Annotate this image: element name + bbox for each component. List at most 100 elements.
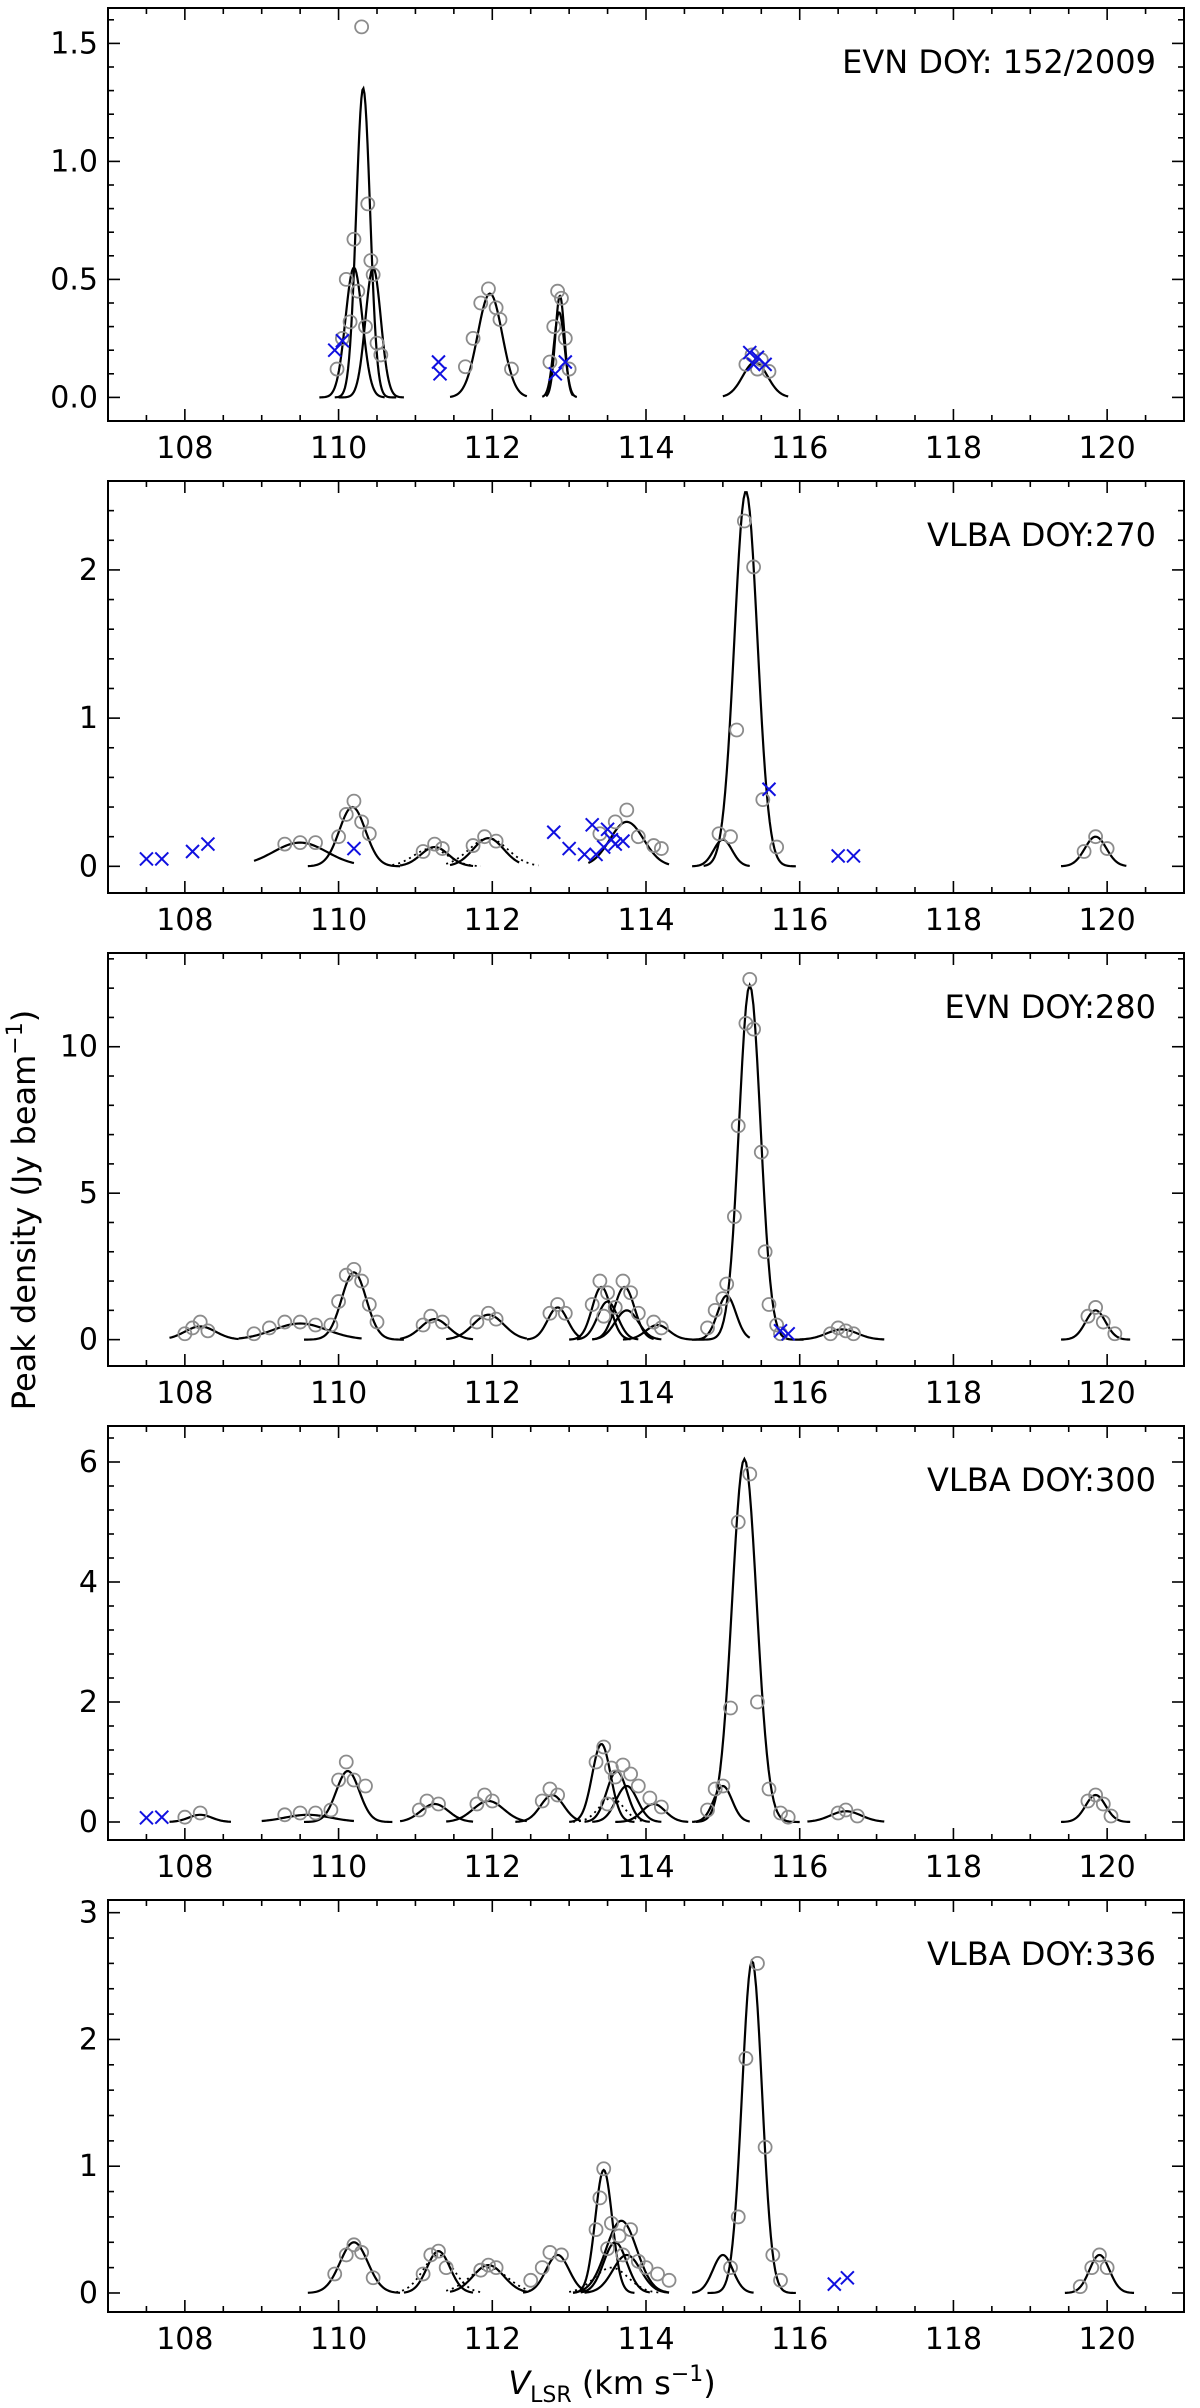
- data-point-circle: [753, 1144, 769, 1160]
- panel-title: VLBA DOY:336: [927, 1935, 1156, 1973]
- data-point-circle: [346, 231, 362, 247]
- data-point-circle: [761, 1297, 777, 1312]
- data-point-cross: [154, 1809, 170, 1825]
- gaussian-fit-line: [807, 1810, 885, 1823]
- data-point-circle: [411, 1802, 427, 1818]
- data-point-circle: [607, 1769, 623, 1785]
- data-point-circle: [246, 1326, 262, 1342]
- data-point-circle: [329, 361, 345, 377]
- panel-5: 108 110 112 114 116 118 120 0 1 2 3 VLBA DOY:336: [79, 1896, 1185, 2357]
- data-point-circle: [550, 1787, 566, 1803]
- x-tick-label: 118: [925, 1850, 982, 1885]
- data-point-circle: [415, 1317, 431, 1333]
- data-point-circle: [1080, 1793, 1096, 1809]
- data-point-circle: [469, 1796, 485, 1812]
- data-point-circle: [746, 559, 761, 575]
- x-tick-label: 110: [310, 2322, 367, 2357]
- data-point-circle: [1076, 844, 1092, 859]
- x-tick-label: 110: [310, 1850, 367, 1885]
- data-point-cross: [327, 342, 342, 358]
- data-point-circle: [623, 2222, 639, 2238]
- y-tick-label: 3: [79, 1896, 98, 1931]
- gaussian-fit-line: [572, 2168, 635, 2294]
- data-point-circle: [584, 1297, 600, 1312]
- data-point-cross: [742, 345, 757, 360]
- panel-2: 108 110 112 114 116 118 120 0 1 2 VLBA DOY:270: [79, 480, 1185, 938]
- data-point-circle: [650, 2266, 665, 2282]
- data-point-cross: [830, 848, 846, 864]
- data-point-circle: [335, 330, 350, 346]
- data-point-circle: [338, 2247, 354, 2263]
- gaussian-fit-line: [592, 1309, 662, 1341]
- data-point-circle: [481, 281, 496, 297]
- data-point-circle: [361, 1297, 377, 1312]
- data-point-circle: [177, 1326, 193, 1342]
- data-point-circle: [642, 1790, 658, 1806]
- data-point-circle: [360, 196, 376, 212]
- data-point-circle: [192, 1805, 208, 1821]
- data-point-circle: [415, 2266, 431, 2282]
- data-point-circle: [730, 1514, 746, 1530]
- gaussian-fit-line: [338, 266, 404, 399]
- data-point-circle: [354, 1273, 370, 1289]
- data-point-circle: [308, 835, 323, 851]
- data-point-cross: [600, 822, 615, 837]
- data-point-circle: [750, 1955, 765, 1971]
- y-tick-label: 0.0: [50, 380, 98, 415]
- data-point-circle: [630, 1778, 646, 1794]
- data-point-circle: [646, 838, 662, 853]
- x-tick-label: 114: [617, 1376, 674, 1411]
- data-point-circle: [331, 1294, 346, 1309]
- data-point-circle: [534, 1793, 550, 1809]
- panel-title: VLBA DOY:300: [927, 1461, 1156, 1499]
- data-point-circle: [623, 1285, 639, 1301]
- data-point-circle: [338, 271, 354, 287]
- data-point-cross: [615, 833, 631, 849]
- y-tick-label: 1.5: [50, 26, 98, 61]
- data-point-circle: [542, 1305, 558, 1321]
- x-tick-label: 120: [1079, 1376, 1136, 1411]
- data-point-circle: [434, 1314, 450, 1330]
- x-tick-label: 112: [464, 431, 521, 466]
- x-tick-label: 120: [1079, 2322, 1136, 2357]
- data-point-circle: [488, 1311, 504, 1327]
- x-tick-label: 114: [617, 431, 674, 466]
- data-point-cross: [773, 1323, 788, 1339]
- data-point-circle: [350, 283, 366, 299]
- data-point-circle: [354, 19, 370, 35]
- gaussian-fit-line: [1064, 2253, 1135, 2294]
- gaussian-fit-line: [449, 292, 528, 398]
- data-point-circle: [600, 2241, 615, 2257]
- data-point-circle: [473, 2262, 489, 2278]
- data-point-circle: [554, 290, 569, 306]
- y-tick-label: 5: [79, 1176, 98, 1211]
- data-point-circle: [653, 1799, 669, 1815]
- y-tick-label: 0: [79, 2276, 98, 2311]
- data-point-circle: [600, 1796, 615, 1812]
- x-tick-label: 112: [464, 2322, 521, 2357]
- data-point-circle: [358, 1778, 373, 1794]
- data-point-circle: [277, 1314, 293, 1330]
- gaussian-fit-line: [622, 1323, 693, 1341]
- plot-area: [169, 971, 1131, 1342]
- gaussian-fit-line: [253, 841, 355, 865]
- gaussian-fit-line: [572, 2219, 670, 2294]
- data-point-circle: [308, 1805, 323, 1821]
- y-tick-label: 0.5: [50, 262, 98, 297]
- data-point-circle: [465, 838, 481, 853]
- gaussian-fit-line: [1060, 1309, 1131, 1341]
- gaussian-fit-line: [446, 1313, 528, 1341]
- data-point-circle: [615, 2247, 631, 2263]
- data-point-circle: [323, 1802, 339, 1818]
- data-point-circle: [342, 314, 358, 330]
- data-point-circle: [607, 1300, 623, 1315]
- x-tick-label: 118: [925, 431, 982, 466]
- data-point-circle: [715, 1291, 731, 1307]
- x-tick-label: 108: [156, 1850, 213, 1885]
- data-point-circle: [757, 2139, 773, 2155]
- x-axis-title: VLSR (km s−1): [508, 2362, 716, 2408]
- data-point-circle: [277, 1807, 293, 1823]
- data-point-circle: [615, 1757, 631, 1773]
- data-point-circle: [729, 722, 745, 738]
- gaussian-fit-line: [587, 820, 670, 866]
